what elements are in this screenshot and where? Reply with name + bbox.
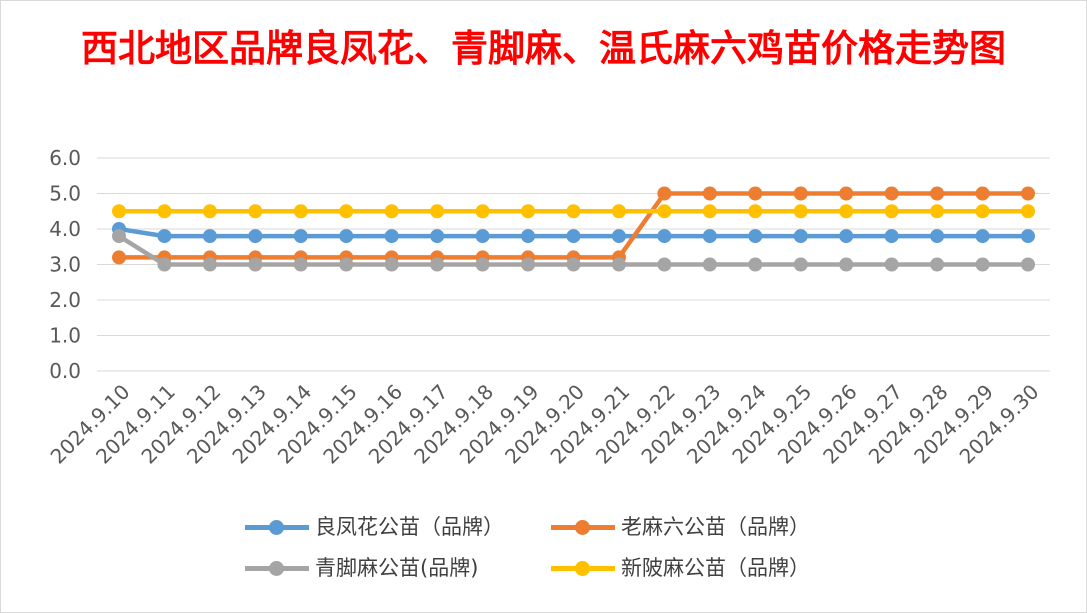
data-point xyxy=(657,186,672,201)
y-tick-label: 6.0 xyxy=(49,146,81,170)
data-point xyxy=(248,229,263,244)
data-point xyxy=(157,257,172,272)
data-point xyxy=(248,204,263,219)
data-point xyxy=(839,257,854,272)
data-point xyxy=(748,204,763,219)
data-point xyxy=(112,250,126,265)
data-point xyxy=(702,204,717,219)
data-point xyxy=(202,204,217,219)
data-point xyxy=(975,257,990,272)
data-point xyxy=(293,257,308,272)
legend-label: 新陂麻公苗（品牌） xyxy=(621,556,810,580)
data-point xyxy=(748,229,763,244)
data-point xyxy=(702,229,717,244)
data-point xyxy=(793,229,808,244)
data-point xyxy=(839,229,854,244)
data-point xyxy=(930,257,945,272)
legend-marker xyxy=(269,520,284,535)
data-point xyxy=(521,204,536,219)
data-point xyxy=(930,204,945,219)
data-point xyxy=(430,229,445,244)
chart-title: 西北地区品牌良凤花、青脚麻、温氏麻六鸡苗价格走势图 xyxy=(81,26,1006,70)
series-lines xyxy=(112,186,1035,272)
data-point xyxy=(475,257,490,272)
data-point xyxy=(157,204,172,219)
data-point xyxy=(293,204,308,219)
y-tick-label: 1.0 xyxy=(49,324,81,348)
data-point xyxy=(566,204,581,219)
legend-marker xyxy=(269,561,284,576)
legend-label: 青脚麻公苗(品牌) xyxy=(315,556,479,580)
y-tick-label: 0.0 xyxy=(49,359,81,383)
data-point xyxy=(293,229,308,244)
data-point xyxy=(1021,186,1035,201)
data-point xyxy=(1021,229,1035,244)
data-point xyxy=(521,229,536,244)
data-point xyxy=(930,229,945,244)
data-point xyxy=(1021,257,1035,272)
data-point xyxy=(975,186,990,201)
data-point xyxy=(521,257,536,272)
y-tick-label: 3.0 xyxy=(49,253,81,277)
data-point xyxy=(702,186,717,201)
data-point xyxy=(657,204,672,219)
data-point xyxy=(157,229,172,244)
data-point xyxy=(611,229,626,244)
legend-label: 良凤花公苗（品牌） xyxy=(315,515,504,539)
series-3 xyxy=(112,229,1035,272)
data-point xyxy=(384,229,399,244)
data-point xyxy=(430,204,445,219)
data-point xyxy=(793,257,808,272)
data-point xyxy=(384,204,399,219)
data-point xyxy=(248,257,263,272)
data-point xyxy=(339,204,354,219)
y-tick-label: 2.0 xyxy=(49,288,81,312)
data-point xyxy=(657,257,672,272)
series-2 xyxy=(112,186,1035,265)
legend-marker xyxy=(575,561,590,576)
data-point xyxy=(475,229,490,244)
data-point xyxy=(839,186,854,201)
data-point xyxy=(1021,204,1035,219)
data-point xyxy=(611,204,626,219)
x-axis-ticks: 2024.9.102024.9.112024.9.122024.9.132024… xyxy=(46,380,1044,469)
data-point xyxy=(884,257,899,272)
y-tick-label: 5.0 xyxy=(49,182,81,206)
series-line xyxy=(119,191,1028,260)
data-point xyxy=(930,186,945,201)
data-point xyxy=(202,229,217,244)
data-point xyxy=(339,257,354,272)
series-4 xyxy=(112,204,1035,219)
data-point xyxy=(793,186,808,201)
data-point xyxy=(884,204,899,219)
data-point xyxy=(566,229,581,244)
data-point xyxy=(839,204,854,219)
data-point xyxy=(112,204,126,219)
data-point xyxy=(884,229,899,244)
data-point xyxy=(112,229,126,244)
data-point xyxy=(202,257,217,272)
y-tick-label: 4.0 xyxy=(49,217,81,241)
legend-marker xyxy=(575,520,590,535)
data-point xyxy=(566,257,581,272)
data-point xyxy=(702,257,717,272)
data-point xyxy=(975,204,990,219)
data-point xyxy=(339,229,354,244)
data-point xyxy=(748,186,763,201)
data-point xyxy=(384,257,399,272)
data-point xyxy=(475,204,490,219)
data-point xyxy=(611,257,626,272)
data-point xyxy=(793,204,808,219)
legend-label: 老麻六公苗（品牌） xyxy=(621,515,810,539)
series-1 xyxy=(112,222,1035,244)
data-point xyxy=(884,186,899,201)
data-point xyxy=(657,229,672,244)
y-axis-ticks: 0.0 1.0 2.0 3.0 4.0 5.0 6.0 xyxy=(49,146,81,383)
data-point xyxy=(975,229,990,244)
data-point xyxy=(430,257,445,272)
data-point xyxy=(748,257,763,272)
